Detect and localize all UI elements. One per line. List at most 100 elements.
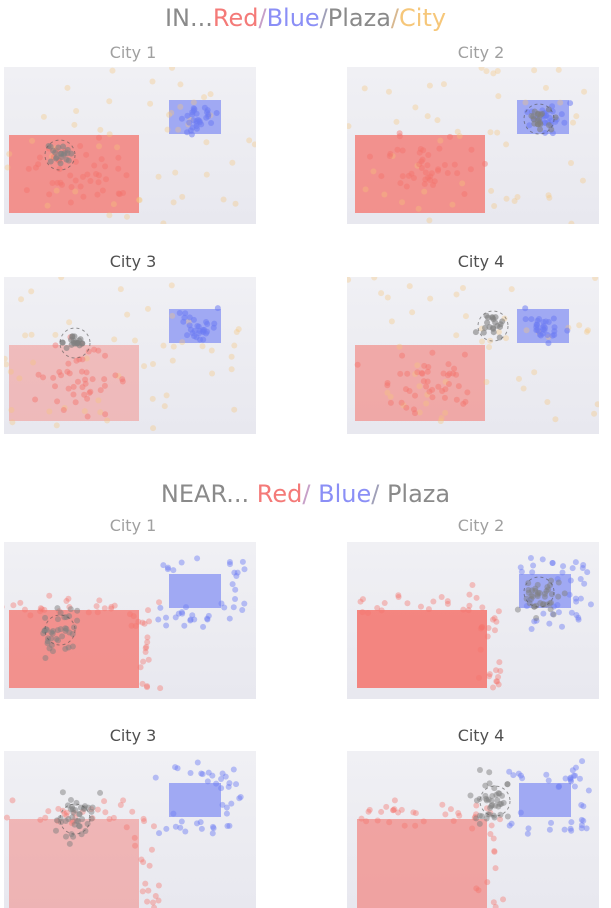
plaza-point [42,614,49,621]
city-point [573,113,580,120]
city-point [53,187,60,194]
city-map-panel [347,542,599,699]
red-point [478,624,485,631]
red-point [412,810,419,817]
red-point [112,372,119,379]
red-point [420,147,427,154]
red-point [460,400,467,407]
plaza-point [47,143,54,150]
plaza-ring [477,310,509,342]
city-point [179,193,186,200]
city-point [8,407,15,414]
red-point [442,386,449,393]
panel-title: City 4 [457,252,505,271]
blue-point [208,119,215,126]
red-point [493,618,500,625]
city-point [4,355,8,362]
city-point [546,194,553,201]
city-map-panel [4,751,256,908]
red-point [84,413,91,420]
red-point [152,892,159,899]
red-point [146,862,153,869]
blue-point [187,770,194,777]
plaza-point [544,584,551,591]
city-map-panel [4,277,256,434]
blue-point [201,104,208,111]
red-point [479,624,486,631]
city-point [163,392,170,399]
city-point [229,159,236,166]
city-point [371,277,378,281]
red-point [397,370,404,377]
city-point [442,378,449,385]
plaza-point [59,789,66,796]
red-point [494,678,501,685]
red-point [425,363,432,370]
red-point [489,616,496,623]
city-point [591,410,598,417]
red-point [138,856,145,863]
red-point [410,809,417,816]
city-point [514,193,521,200]
blue-point [229,581,236,588]
city-point [488,187,495,194]
city-point [40,113,47,120]
city-point [415,205,422,212]
plaza-point [561,590,568,597]
red-point [439,801,446,808]
city-point [46,408,53,415]
blue-point [178,818,185,825]
plaza-point [78,831,85,838]
plaza-point [555,593,562,600]
blue-point [226,780,233,787]
red-point [496,816,503,823]
blue-point [534,321,541,328]
plaza-point [59,339,66,346]
blue-point [204,615,211,622]
city-point [231,406,238,413]
red-point [487,830,494,837]
red-point [145,656,152,663]
plaza-point [495,803,502,810]
red-point [157,685,164,692]
plaza-point [514,606,521,613]
plaza-point [537,126,544,133]
blue-point [569,565,576,572]
plaza-point [532,585,539,592]
plaza-ring [523,103,555,135]
city-point [251,141,256,148]
city-point [149,78,156,85]
city-point [110,201,117,208]
plaza-point [496,334,503,341]
blue-point [577,595,584,602]
city-point [515,375,522,382]
blue-point [199,771,206,778]
red-point [52,383,59,390]
plaza-point [55,144,62,151]
blue-point [528,316,535,323]
red-point [81,391,88,398]
plaza-point [62,833,69,840]
city-point [150,425,157,432]
city-point [111,336,118,343]
blue-point [580,561,587,568]
plaza-point [486,780,493,787]
blue-point [205,769,212,776]
red-point [142,649,149,656]
red-point [63,597,70,604]
blue-point [232,595,239,602]
red-point [429,394,436,401]
blue-point [198,825,205,832]
red-point [95,179,102,186]
city-point [552,416,559,423]
red-point [83,369,90,376]
red-point [445,361,452,368]
red-point [442,811,449,818]
red-point [140,859,147,866]
red-point [83,151,90,158]
red-point [365,808,372,815]
blue-point [573,611,580,618]
plaza-point [555,579,562,586]
blue-point [558,111,565,118]
red-point [103,176,110,183]
